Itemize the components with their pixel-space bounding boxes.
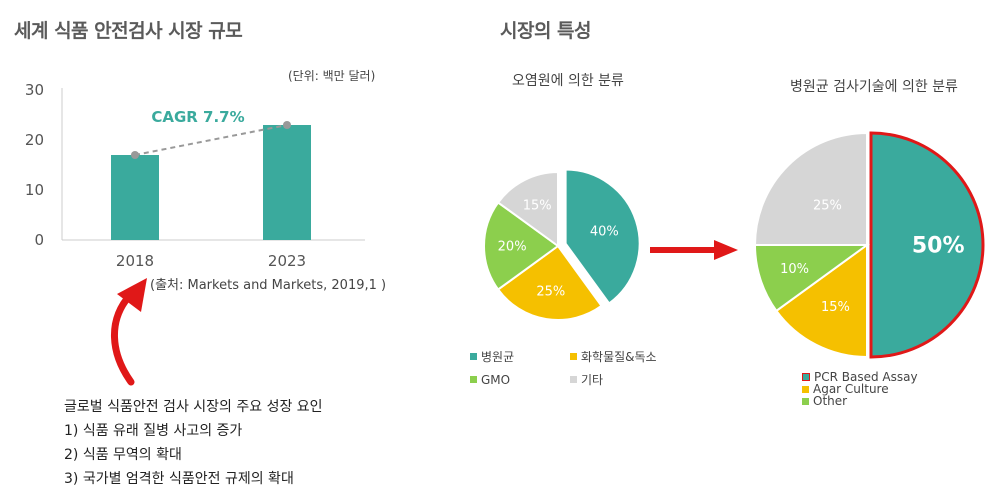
legend-item-other2: Other <box>802 395 918 407</box>
pie-value-label: 25% <box>813 199 842 214</box>
pie1-legend: 병원균 화학물질&독소 GMO 기타 <box>470 348 710 388</box>
pie-value-label: 50% <box>912 233 965 258</box>
growth-factor-2: 2) 식품 무역의 확대 <box>64 447 182 463</box>
cagr-label: CAGR 7.7% <box>151 108 244 126</box>
bar-2018 <box>111 155 159 240</box>
legend-item-other: 기타 <box>570 371 603 388</box>
legend-swatch <box>802 397 809 405</box>
y-tick-label: 10 <box>25 181 44 199</box>
legend-swatch <box>802 385 809 393</box>
y-tick-label: 0 <box>34 231 44 249</box>
red-curved-arrow <box>111 278 147 386</box>
legend-item-chemical: 화학물질&독소 <box>570 348 657 365</box>
pie2-chart: 50% 15% 10% 25% <box>753 131 985 359</box>
pie1-chart: 40% 25% 20% 15% <box>483 168 641 321</box>
pie-value-label: 40% <box>590 224 619 239</box>
legend-swatch <box>470 353 477 360</box>
growth-factor-1: 1) 식품 유래 질병 사고의 증가 <box>64 423 243 439</box>
unit-label: (단위: 백만 달러) <box>288 69 376 83</box>
pie-slice <box>564 168 641 305</box>
market-size-title: 세계 식품 안전검사 시장 규모 <box>14 20 243 42</box>
pie-slice <box>496 244 603 321</box>
trend-point <box>283 121 291 129</box>
pie2-title: 병원균 검사기술에 의한 분류 <box>790 79 958 95</box>
pie-value-label: 15% <box>821 300 850 315</box>
red-arrow <box>650 240 738 260</box>
cagr-trend-line <box>134 124 288 156</box>
x-tick-label: 2018 <box>116 252 154 270</box>
market-characteristics-title: 시장의 특성 <box>500 20 592 42</box>
legend-item-gmo: GMO <box>470 371 570 388</box>
y-tick-label: 30 <box>25 81 44 99</box>
trend-point <box>131 151 139 159</box>
legend-item-pcr: PCR Based Assay <box>802 371 918 383</box>
pie-slice <box>483 201 560 291</box>
source-label: (출처: Markets and Markets, 2019,1 ) <box>150 278 387 293</box>
pie1-title: 오염원에 의한 분류 <box>512 73 624 89</box>
growth-factor-3: 3) 국가별 엄격한 식품안전 규제의 확대 <box>64 471 294 487</box>
growth-factors: 글로벌 식품안전 검사 시장의 주요 성장 요인 1) 식품 유래 질병 사고의… <box>64 395 323 491</box>
pie-value-label: 20% <box>498 239 527 254</box>
bar-chart: 0 10 20 30 2018 2023 CAGR 7.7% <box>25 81 365 270</box>
legend-item-pathogen: 병원균 <box>470 348 570 365</box>
pie-value-label: 10% <box>780 262 809 277</box>
pie-slice <box>753 131 868 246</box>
legend-swatch <box>470 376 477 383</box>
pie-slice <box>496 170 559 248</box>
growth-factors-heading: 글로벌 식품안전 검사 시장의 주요 성장 요인 <box>64 399 323 415</box>
legend-swatch <box>570 376 577 383</box>
legend-swatch <box>802 373 810 381</box>
pie2-legend: PCR Based Assay Agar Culture Other <box>802 371 918 407</box>
legend-item-agar: Agar Culture <box>802 383 918 395</box>
y-tick-label: 20 <box>25 131 44 149</box>
bar-2023 <box>263 125 311 240</box>
pie-value-label: 25% <box>536 285 565 300</box>
x-tick-label: 2023 <box>268 252 306 270</box>
pie-slice <box>869 131 985 359</box>
pie-slice <box>774 243 868 359</box>
legend-swatch <box>570 353 577 360</box>
pie-value-label: 15% <box>523 198 552 213</box>
